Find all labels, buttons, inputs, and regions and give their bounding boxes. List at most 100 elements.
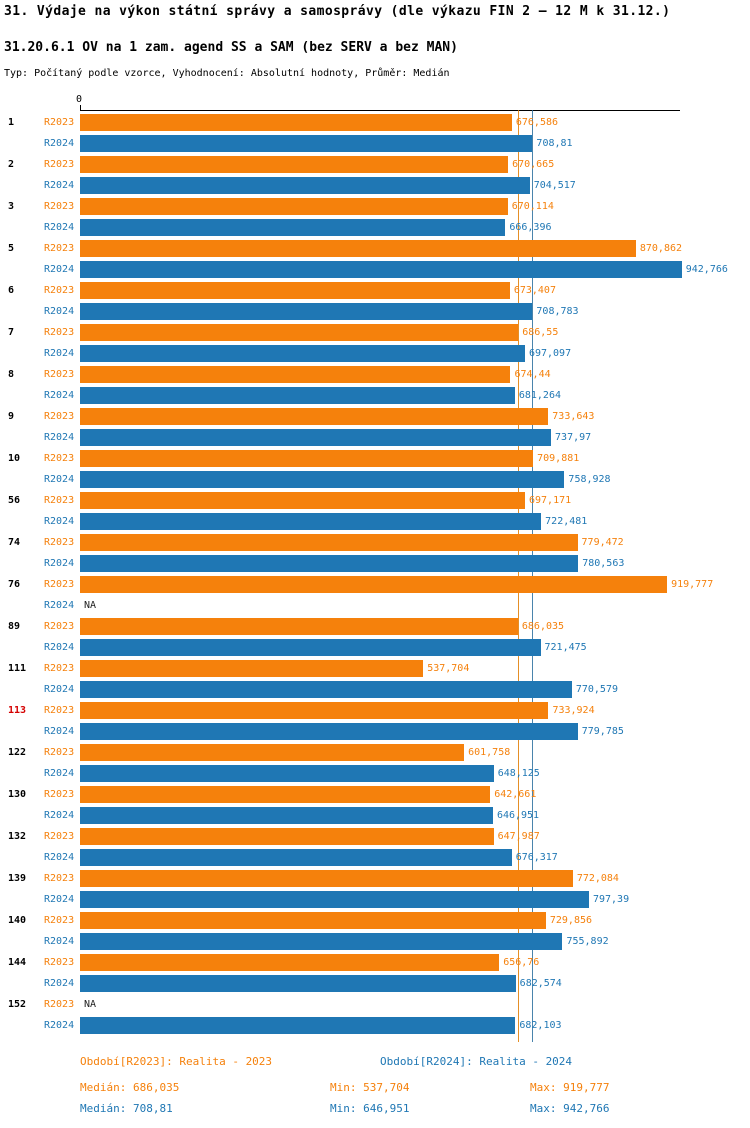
bar-value-label: 670,114 bbox=[511, 201, 554, 212]
series-label-r2024: R2024 bbox=[44, 600, 75, 611]
chart-row-89-r2023: 89 R2023 686,035 bbox=[0, 618, 750, 639]
bar-r2023 bbox=[80, 786, 491, 803]
bar-value-label: 758,928 bbox=[568, 474, 611, 485]
series-label-r2024: R2024 bbox=[44, 390, 75, 401]
bar-value-label: 537,704 bbox=[427, 663, 470, 674]
chart-row-74-r2023: 74 R2023 779,472 bbox=[0, 534, 750, 555]
chart-row-8-r2023: 8 R2023 674,44 bbox=[0, 366, 750, 387]
stat-median-r2023: Medián: 686,035 bbox=[80, 1081, 180, 1094]
bar-value-label: 686,035 bbox=[521, 621, 565, 632]
bar-value-label: 676,317 bbox=[515, 852, 558, 863]
chart-row-140-r2023: 140 R2023 729,856 bbox=[0, 912, 750, 933]
bar-value-label: 942,766 bbox=[685, 264, 728, 275]
bar-value-label: 642,661 bbox=[494, 789, 537, 800]
bar-value-label: 870,862 bbox=[639, 243, 683, 254]
series-label-r2024: R2024 bbox=[44, 222, 75, 233]
series-label-r2024: R2024 bbox=[44, 516, 75, 527]
bar-r2024 bbox=[80, 429, 552, 446]
group-label: 89 bbox=[8, 621, 21, 632]
bar-value-label: 779,472 bbox=[581, 537, 624, 548]
bar-value-label: 780,563 bbox=[582, 558, 625, 569]
bar-r2024 bbox=[80, 471, 565, 488]
bar-r2024 bbox=[80, 555, 579, 572]
chart-row-130-r2024: R2024 646,951 bbox=[0, 807, 750, 828]
group-label: 130 bbox=[8, 789, 27, 800]
series-label-r2023: R2023 bbox=[44, 453, 75, 464]
group-label: 113 bbox=[8, 705, 27, 716]
chart-legend: Období[R2023]: Realita - 2023 Období[R20… bbox=[0, 1055, 750, 1071]
chart-stats: Medián: 686,035 Min: 537,704 Max: 919,77… bbox=[0, 1081, 750, 1125]
bar-value-label: 648,125 bbox=[497, 768, 540, 779]
series-label-r2023: R2023 bbox=[44, 789, 75, 800]
bar-r2024 bbox=[80, 1017, 516, 1034]
series-label-r2023: R2023 bbox=[44, 957, 75, 968]
series-label-r2023: R2023 bbox=[44, 327, 75, 338]
bar-r2024 bbox=[80, 387, 515, 404]
chart-row-2-r2024: R2024 704,517 bbox=[0, 177, 750, 198]
chart-row-144-r2024: R2024 682,574 bbox=[0, 975, 750, 996]
chart-row-113-r2024: R2024 779,785 bbox=[0, 723, 750, 744]
bar-value-label: 733,924 bbox=[552, 705, 595, 716]
chart-row-122-r2023: 122 R2023 601,758 bbox=[0, 744, 750, 765]
series-label-r2023: R2023 bbox=[44, 411, 75, 422]
chart-row-74-r2024: R2024 780,563 bbox=[0, 555, 750, 576]
stat-median-r2024: Medián: 708,81 bbox=[80, 1102, 173, 1115]
bar-value-label: 797,39 bbox=[592, 894, 630, 905]
bar-value-label: 666,396 bbox=[509, 222, 552, 233]
bar-r2023 bbox=[80, 954, 500, 971]
series-label-r2023: R2023 bbox=[44, 663, 75, 674]
series-label-r2024: R2024 bbox=[44, 978, 75, 989]
bar-r2023 bbox=[80, 282, 510, 299]
bar-r2024 bbox=[80, 513, 542, 530]
group-label: 7 bbox=[8, 327, 15, 338]
chart-row-144-r2023: 144 R2023 656,76 bbox=[0, 954, 750, 975]
series-label-r2023: R2023 bbox=[44, 201, 75, 212]
stat-min-r2023: Min: 537,704 bbox=[330, 1081, 410, 1094]
series-label-r2024: R2024 bbox=[44, 264, 75, 275]
series-label-r2023: R2023 bbox=[44, 369, 75, 380]
group-label: 76 bbox=[8, 579, 21, 590]
bar-value-label: 686,55 bbox=[522, 327, 559, 338]
series-label-r2024: R2024 bbox=[44, 642, 75, 653]
bar-value-label: 670,665 bbox=[512, 159, 555, 170]
bar-value-label: 674,44 bbox=[514, 369, 551, 380]
chart-row-56-r2024: R2024 722,481 bbox=[0, 513, 750, 534]
chart-row-6-r2023: 6 R2023 673,407 bbox=[0, 282, 750, 303]
chart-row-8-r2024: R2024 681,264 bbox=[0, 387, 750, 408]
chart-row-3-r2024: R2024 666,396 bbox=[0, 219, 750, 240]
bar-value-label: 733,643 bbox=[552, 411, 595, 422]
chart-subtitle: 31.20.6.1 OV na 1 zam. agend SS a SAM (b… bbox=[4, 40, 458, 55]
bar-value-label: 601,758 bbox=[468, 747, 511, 758]
bar-value-label: 779,785 bbox=[581, 726, 624, 737]
group-label: 2 bbox=[8, 159, 15, 170]
bar-r2023 bbox=[80, 870, 573, 887]
chart-row-122-r2024: R2024 648,125 bbox=[0, 765, 750, 786]
series-label-r2023: R2023 bbox=[44, 915, 75, 926]
bar-value-label: 646,951 bbox=[496, 810, 540, 821]
bar-value-label: 697,171 bbox=[529, 495, 572, 506]
chart-row-56-r2023: 56 R2023 697,171 bbox=[0, 492, 750, 513]
bar-value-label: 708,81 bbox=[536, 138, 573, 149]
group-label: 6 bbox=[8, 285, 15, 296]
bar-value-label: 919,777 bbox=[671, 579, 714, 590]
series-label-r2023: R2023 bbox=[44, 873, 75, 884]
group-label: 74 bbox=[8, 537, 21, 548]
chart-row-139-r2024: R2024 797,39 bbox=[0, 891, 750, 912]
bar-r2023 bbox=[80, 576, 668, 593]
bar-value-label: 722,481 bbox=[545, 516, 588, 527]
bar-r2024 bbox=[80, 933, 563, 950]
bar-r2024 bbox=[80, 219, 506, 236]
bar-value-label: 697,097 bbox=[528, 348, 572, 359]
chart-row-5-r2024: R2024 942,766 bbox=[0, 261, 750, 282]
legend-item-r2024: Období[R2024]: Realita - 2024 bbox=[380, 1055, 573, 1068]
series-label-r2023: R2023 bbox=[44, 117, 75, 128]
bar-value-label: 770,579 bbox=[575, 684, 618, 695]
bar-r2023 bbox=[80, 492, 525, 509]
bar-value-label: 656,76 bbox=[503, 957, 540, 968]
axis-zero-label: 0 bbox=[76, 94, 83, 105]
bar-value-na: NA bbox=[84, 999, 97, 1010]
bar-r2023 bbox=[80, 534, 578, 551]
bar-r2023 bbox=[80, 366, 511, 383]
chart-row-111-r2023: 111 R2023 537,704 bbox=[0, 660, 750, 681]
bar-value-label: 704,517 bbox=[533, 180, 576, 191]
